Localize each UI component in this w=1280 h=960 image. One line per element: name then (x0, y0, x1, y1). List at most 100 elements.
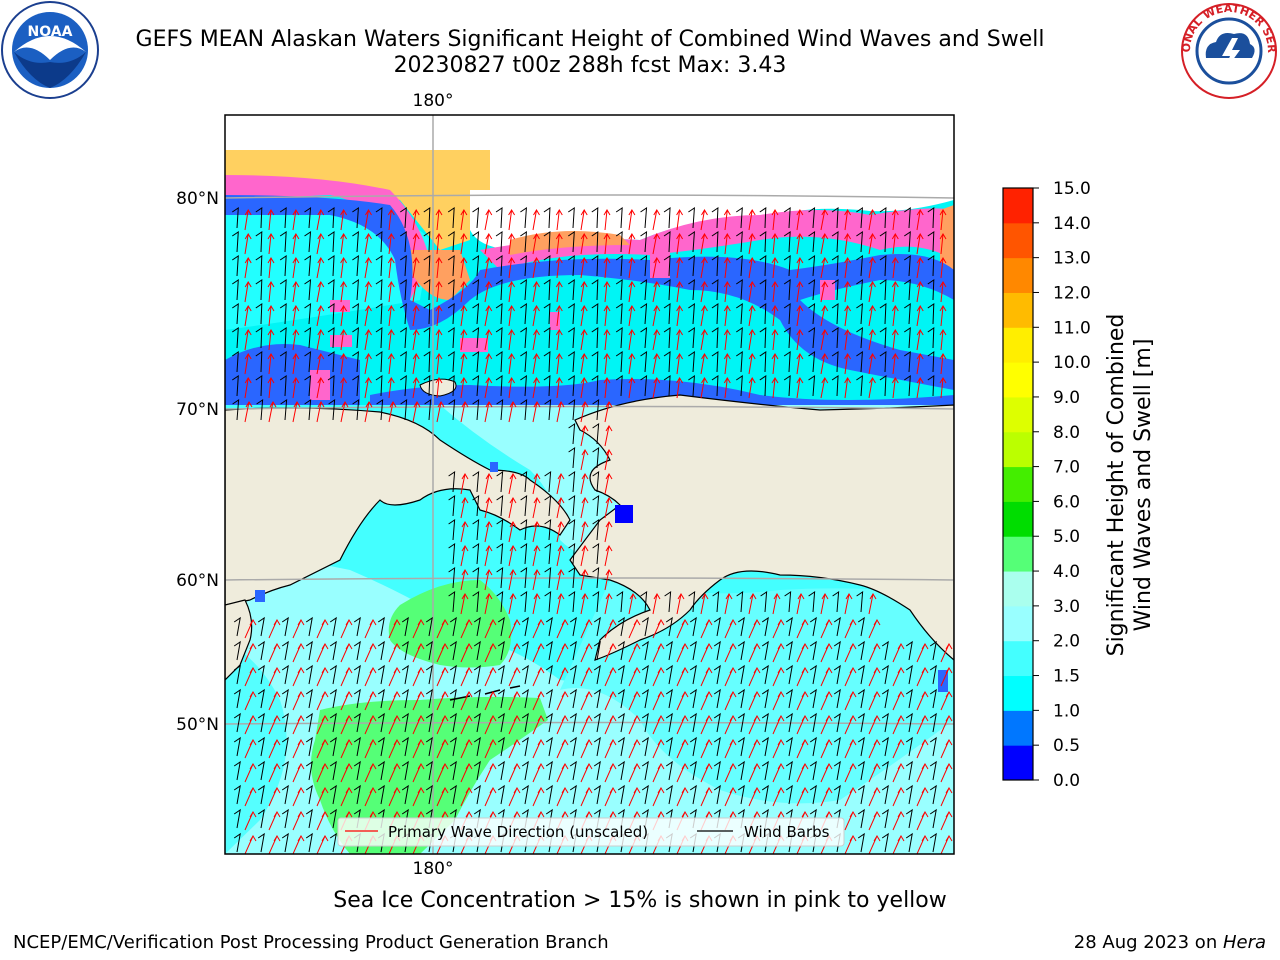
wind-barb (281, 712, 289, 733)
wave-arrow (796, 377, 804, 399)
wave-arrow (723, 305, 731, 327)
wave-arrow (748, 763, 761, 783)
wave-arrow (580, 257, 588, 279)
wind-barb (665, 640, 673, 661)
wave-arrow (580, 643, 593, 663)
wind-barb (713, 760, 721, 781)
wind-barb (591, 279, 599, 301)
wind-barb (688, 231, 695, 253)
wave-arrow (484, 521, 493, 543)
wave-arrow (580, 473, 589, 495)
wave-arrow (484, 667, 497, 687)
wave-arrow (700, 763, 713, 783)
wind-barb (736, 279, 743, 301)
wave-arrow (532, 619, 545, 639)
wind-barb (495, 327, 503, 349)
wave-arrow (436, 643, 449, 663)
wave-arrow (676, 281, 684, 303)
wind-barb (857, 808, 865, 829)
wind-barb (521, 736, 529, 757)
map-legend: Primary Wave Direction (unscaled) Wind B… (337, 817, 845, 847)
wave-arrow (700, 257, 708, 279)
wave-arrow (820, 593, 829, 615)
colorbar-segment (1003, 501, 1033, 537)
wave-arrow (892, 835, 905, 854)
wind-barb (377, 784, 385, 805)
wind-barb (447, 255, 455, 277)
wind-barb (497, 784, 505, 805)
wind-barb (879, 231, 887, 253)
wind-barb (760, 591, 768, 613)
colorbar-segment (1003, 396, 1033, 433)
wind-barb (281, 760, 289, 781)
wave-arrow (868, 619, 881, 639)
wind-barb (353, 760, 361, 781)
wave-arrow (652, 787, 665, 807)
wind-barb (927, 207, 935, 229)
wind-barb (472, 351, 480, 373)
wind-barb (568, 303, 575, 325)
noaa-logo-icon: NOAA (1, 1, 99, 99)
wind-barb (232, 375, 239, 397)
wind-barb (615, 279, 623, 301)
colorbar-segment (1003, 710, 1033, 746)
wind-barb (927, 231, 935, 253)
wave-arrow (603, 281, 611, 303)
wave-arrow (916, 787, 929, 807)
wave-arrow (292, 667, 305, 687)
wave-arrow (700, 691, 713, 711)
wave-arrow (508, 763, 521, 783)
wind-barb (759, 207, 767, 229)
wind-barb (808, 231, 816, 253)
wind-barb (568, 327, 575, 349)
wind-barb (689, 688, 697, 709)
wave-arrow (435, 281, 443, 303)
wind-barb (857, 832, 865, 853)
wave-arrow (891, 257, 899, 279)
wave-arrow (532, 569, 541, 591)
colorbar-segment (1003, 536, 1033, 572)
wind-barb (905, 784, 913, 805)
caption: Sea Ice Concentration > 15% is shown in … (333, 888, 947, 913)
wind-barb (593, 712, 601, 733)
wave-arrow (676, 643, 689, 663)
wind-barb (377, 664, 385, 685)
wave-arrow (700, 593, 709, 615)
wave-arrow (555, 257, 563, 279)
wave-arrow (604, 449, 613, 471)
wind-barb (904, 279, 911, 301)
wave-arrow (364, 787, 377, 807)
wind-barb (809, 640, 817, 661)
colorbar-segment (1003, 571, 1033, 607)
wave-arrow (460, 691, 473, 711)
wave-arrow (484, 643, 497, 663)
wind-barb (569, 760, 577, 781)
wave-arrow (676, 763, 689, 783)
wind-barb (879, 351, 887, 373)
wave-arrow (460, 329, 468, 351)
wind-barb (833, 760, 841, 781)
wind-barb (257, 808, 265, 829)
wind-barb (783, 375, 791, 397)
wind-barb (520, 279, 527, 301)
wave-arrow (532, 667, 545, 687)
wind-barb (663, 375, 671, 397)
wind-barb (377, 736, 385, 757)
wind-barb (711, 255, 719, 277)
wave-arrow (364, 643, 377, 663)
wind-barb (905, 664, 913, 685)
wind-barb (929, 784, 937, 805)
wind-barb (543, 327, 551, 349)
wind-barb (375, 231, 383, 253)
wave-arrow (388, 401, 397, 423)
wind-barb (927, 375, 935, 397)
wind-barb (233, 616, 241, 637)
wave-arrow (460, 569, 469, 591)
wind-barb (279, 375, 287, 397)
wave-arrow (604, 763, 617, 783)
wave-arrow (580, 425, 589, 447)
wind-barb (472, 471, 480, 493)
wind-barb (545, 688, 553, 709)
wave-arrow (676, 377, 684, 399)
colorbar-label-line1: Significant Height of Combined (1104, 314, 1129, 657)
